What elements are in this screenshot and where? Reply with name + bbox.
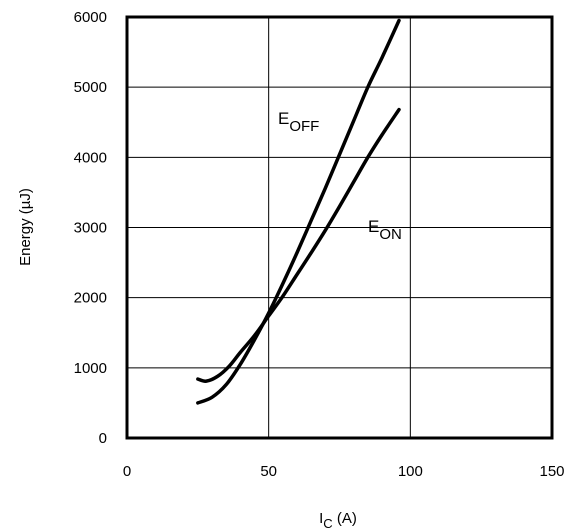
x-tick-label: 50	[260, 463, 277, 480]
series-label-eon-sub: ON	[379, 226, 402, 243]
y-tick-label: 5000	[74, 79, 107, 96]
x-tick-label: 100	[398, 463, 423, 480]
series-label-eoff: EOFF	[278, 109, 319, 135]
x-axis-title-rest: (A)	[333, 510, 357, 527]
y-tick-label: 3000	[74, 220, 107, 237]
y-tick-label: 0	[99, 430, 107, 447]
y-tick-labels: 0 1000 2000 3000 4000 5000 6000	[74, 9, 107, 447]
series-label-eoff-main: E	[278, 109, 289, 128]
y-tick-label: 6000	[74, 9, 107, 26]
x-tick-label: 150	[539, 463, 564, 480]
series-lines	[196, 18, 401, 405]
y-axis-title: Energy (µJ)	[17, 188, 34, 266]
grid	[127, 17, 552, 438]
x-tick-labels: 0 50 100 150	[123, 463, 565, 480]
series-label-eon: EON	[368, 217, 402, 243]
series-label-eon-main: E	[368, 217, 379, 236]
series-label-eoff-sub: OFF	[289, 118, 319, 135]
x-axis-title-main: I	[319, 510, 323, 527]
y-tick-label: 2000	[74, 290, 107, 307]
y-tick-label: 4000	[74, 149, 107, 166]
x-axis-title-sub: C	[323, 516, 332, 531]
y-tick-label: 1000	[74, 360, 107, 377]
x-axis-title: IC (A)	[319, 510, 357, 531]
x-tick-label: 0	[123, 463, 131, 480]
series-line-off	[196, 18, 401, 405]
plot-frame	[125, 15, 554, 440]
series-line-on	[196, 107, 401, 383]
